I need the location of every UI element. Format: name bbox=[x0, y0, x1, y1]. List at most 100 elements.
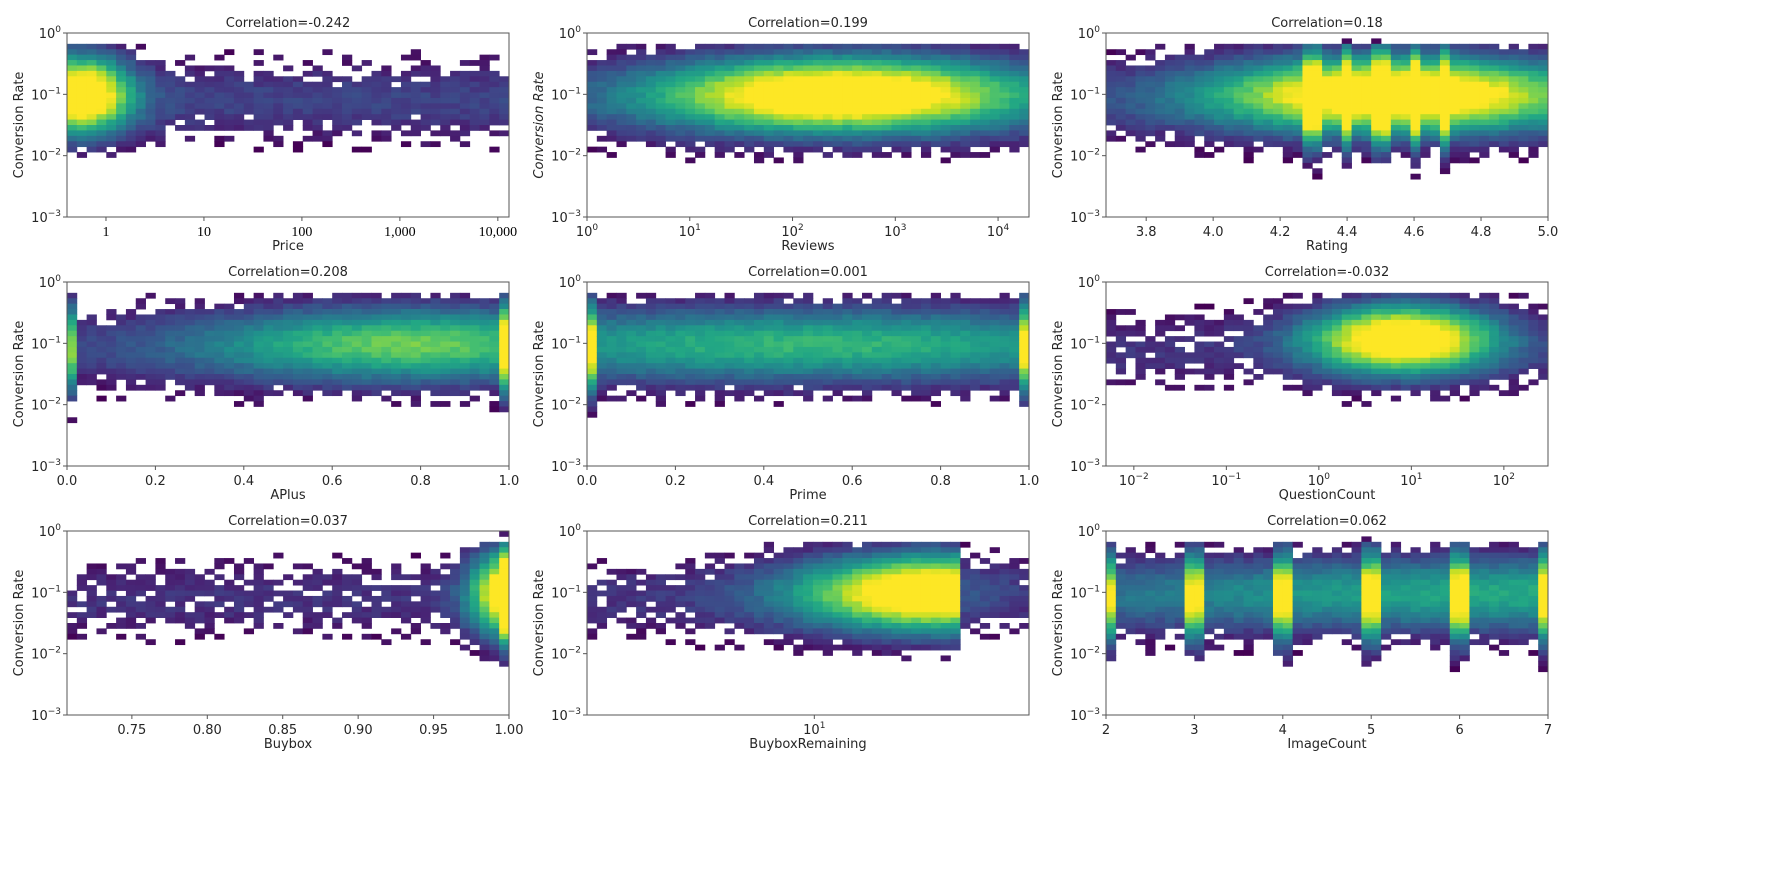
heatmap-cell bbox=[763, 60, 775, 66]
heatmap-cell bbox=[371, 379, 382, 386]
heatmap-cell bbox=[400, 314, 412, 321]
heatmap-cell bbox=[165, 319, 176, 326]
heatmap-cell bbox=[194, 87, 205, 93]
heatmap-cell bbox=[655, 114, 666, 120]
heatmap-cell bbox=[253, 298, 264, 305]
heatmap-cell bbox=[812, 43, 824, 50]
heatmap-cell bbox=[1371, 119, 1382, 126]
heatmap-cell bbox=[67, 390, 78, 397]
heatmap-cell bbox=[999, 309, 1010, 315]
heatmap-cell bbox=[1204, 346, 1215, 353]
heatmap-cell bbox=[440, 87, 451, 93]
heatmap-cell bbox=[283, 384, 294, 391]
heatmap-cell bbox=[822, 119, 833, 126]
heatmap-cell bbox=[1331, 314, 1343, 321]
heatmap-cell bbox=[930, 374, 941, 380]
heatmap-cell bbox=[1115, 119, 1127, 126]
heatmap-cell bbox=[881, 81, 892, 88]
heatmap-cell bbox=[175, 390, 186, 397]
heatmap-cell bbox=[1469, 346, 1480, 353]
heatmap-cell bbox=[1371, 319, 1382, 326]
heatmap-cell bbox=[499, 368, 510, 375]
heatmap-cell bbox=[842, 374, 853, 380]
heatmap-cell bbox=[803, 292, 814, 299]
heatmap-cell bbox=[950, 54, 961, 61]
heatmap-cell bbox=[852, 130, 863, 137]
heatmap-cell bbox=[224, 309, 235, 315]
heatmap-cell bbox=[155, 352, 166, 359]
heatmap-cell bbox=[86, 319, 97, 326]
heatmap-cell bbox=[724, 125, 735, 131]
heatmap-cell bbox=[1312, 43, 1323, 50]
heatmap-cell bbox=[233, 368, 245, 375]
subplot-title: Correlation=0.208 bbox=[228, 265, 348, 280]
heatmap-cell bbox=[1322, 97, 1333, 104]
heatmap-cell bbox=[940, 379, 951, 386]
heatmap-cell bbox=[381, 135, 392, 142]
heatmap-cell bbox=[960, 65, 971, 72]
heatmap-cell bbox=[1174, 130, 1185, 137]
heatmap-cell bbox=[342, 384, 353, 391]
heatmap-cell bbox=[1439, 65, 1451, 72]
heatmap-cell bbox=[410, 346, 421, 353]
heatmap-cell bbox=[371, 97, 382, 104]
heatmap-cell bbox=[1479, 135, 1490, 142]
heatmap-cell bbox=[332, 336, 343, 342]
heatmap-cell bbox=[596, 114, 608, 120]
heatmap-cell bbox=[724, 54, 735, 61]
heatmap-cell bbox=[302, 114, 313, 120]
heatmap-cell bbox=[224, 558, 235, 564]
heatmap-cell bbox=[263, 81, 274, 88]
heatmap-cell bbox=[1194, 146, 1205, 153]
heatmap-cell bbox=[645, 298, 657, 305]
heatmap-cell bbox=[675, 76, 686, 83]
heatmap-cell bbox=[1019, 76, 1030, 83]
heatmap-cell bbox=[1400, 384, 1411, 391]
heatmap-cell bbox=[116, 141, 127, 148]
heatmap-cell bbox=[1459, 146, 1470, 153]
heatmap-cell bbox=[744, 141, 755, 148]
heatmap-cell bbox=[901, 368, 912, 375]
heatmap-cell bbox=[920, 60, 932, 66]
heatmap-cell bbox=[1204, 103, 1215, 110]
heatmap-cell bbox=[1439, 162, 1451, 169]
heatmap-cell bbox=[499, 87, 510, 93]
heatmap-cell bbox=[1361, 60, 1372, 66]
heatmap-cell bbox=[125, 341, 137, 348]
heatmap-cell bbox=[224, 617, 235, 624]
heatmap-cell bbox=[1390, 298, 1402, 305]
heatmap-cell bbox=[184, 135, 196, 142]
heatmap-cell bbox=[753, 298, 765, 305]
heatmap-cell bbox=[616, 92, 627, 99]
heatmap-cell bbox=[1164, 60, 1176, 66]
heatmap-cell bbox=[744, 70, 755, 77]
heatmap-cell bbox=[1292, 368, 1303, 375]
heatmap-cell bbox=[655, 309, 666, 315]
heatmap-cell bbox=[86, 65, 97, 72]
heatmap-cell bbox=[773, 325, 784, 332]
heatmap-cell bbox=[970, 81, 981, 88]
heatmap-cell bbox=[1145, 346, 1156, 353]
x-tick-label: 104 bbox=[987, 223, 1010, 240]
heatmap-cell bbox=[793, 92, 804, 99]
heatmap-cell bbox=[1538, 130, 1549, 137]
heatmap-cell bbox=[1272, 341, 1284, 348]
heatmap-cell bbox=[233, 568, 245, 575]
heatmap-cell bbox=[76, 130, 88, 137]
heatmap-cell bbox=[263, 87, 274, 93]
heatmap-cell bbox=[1459, 43, 1470, 50]
heatmap-cell bbox=[273, 368, 284, 375]
heatmap-cell bbox=[67, 97, 78, 104]
heatmap-cell bbox=[753, 119, 765, 126]
heatmap-cell bbox=[989, 103, 1000, 110]
heatmap-cell bbox=[950, 325, 961, 332]
heatmap-cell bbox=[489, 314, 500, 321]
heatmap-cell bbox=[1009, 346, 1020, 353]
heatmap-cell bbox=[734, 152, 745, 158]
heatmap-cell bbox=[224, 303, 235, 310]
heatmap-cell bbox=[332, 130, 343, 137]
heatmap-cell bbox=[911, 60, 922, 66]
heatmap-cell bbox=[636, 357, 647, 364]
heatmap-cell bbox=[332, 319, 343, 326]
heatmap-cell bbox=[1302, 87, 1313, 93]
